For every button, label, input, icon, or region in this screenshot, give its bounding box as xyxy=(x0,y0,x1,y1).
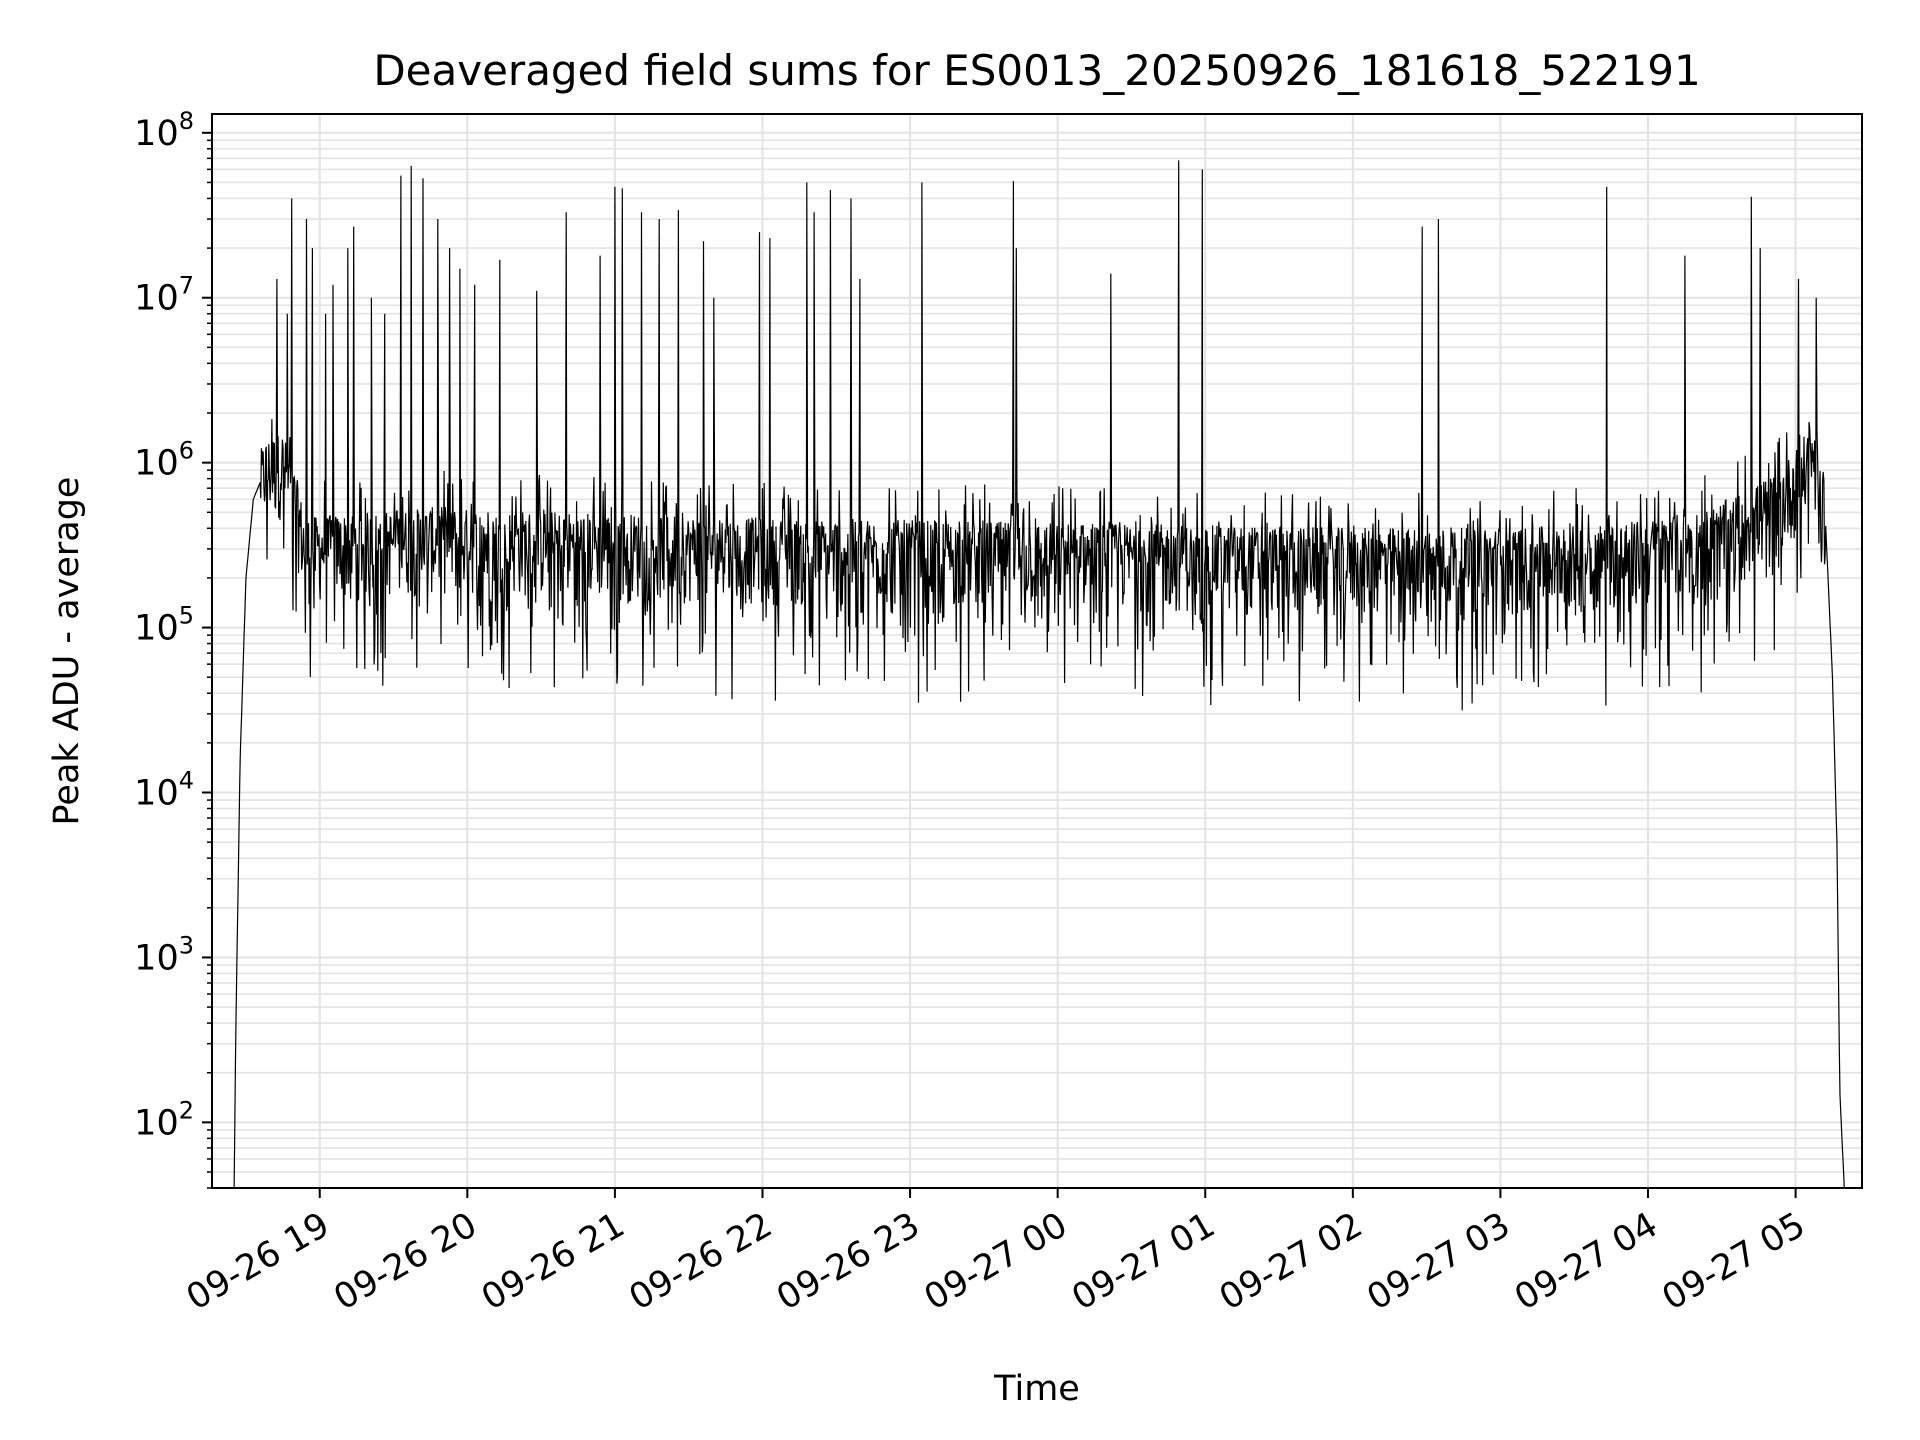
y-tick-label: 104 xyxy=(134,767,194,814)
y-tick-label: 102 xyxy=(134,1096,194,1143)
y-tick-base: 10 xyxy=(134,114,179,154)
y-tick-base: 10 xyxy=(134,279,179,319)
y-tick-exponent: 4 xyxy=(179,767,194,795)
series-line xyxy=(233,160,1845,1189)
x-tick-label: 09-26 21 xyxy=(475,1205,631,1318)
x-tick-label: 09-27 00 xyxy=(918,1205,1074,1318)
y-tick-base: 10 xyxy=(134,1103,179,1143)
y-tick-label: 106 xyxy=(134,437,194,484)
y-tick-base: 10 xyxy=(134,609,179,649)
x-axis-label: Time xyxy=(993,1369,1080,1409)
x-tick-label: 09-27 01 xyxy=(1065,1205,1221,1318)
x-tick-label: 09-27 04 xyxy=(1508,1205,1664,1318)
y-tick-exponent: 8 xyxy=(179,107,194,135)
y-tick-base: 10 xyxy=(134,444,179,484)
x-tick-label: 09-26 22 xyxy=(623,1205,779,1318)
x-tick-label: 09-27 02 xyxy=(1213,1205,1369,1318)
y-axis-label: Peak ADU - average xyxy=(47,477,87,826)
y-tick-exponent: 3 xyxy=(179,931,194,959)
y-tick-label: 107 xyxy=(134,272,194,319)
y-tick-label: 103 xyxy=(134,931,194,978)
y-tick-exponent: 7 xyxy=(179,272,194,300)
y-tick-label: 108 xyxy=(134,107,194,154)
x-tick-label: 09-26 20 xyxy=(328,1205,484,1318)
y-tick-exponent: 5 xyxy=(179,602,194,630)
y-tick-exponent: 6 xyxy=(179,437,194,465)
chart-title: Deaveraged field sums for ES0013_2025092… xyxy=(373,46,1700,95)
x-tick-label: 09-27 03 xyxy=(1361,1205,1517,1318)
y-tick-base: 10 xyxy=(134,938,179,978)
grid xyxy=(212,114,1862,1189)
x-tick-label: 09-26 23 xyxy=(770,1205,926,1318)
plot-frame xyxy=(211,113,1863,1189)
x-tick-label: 09-26 19 xyxy=(180,1205,336,1318)
x-tick-label: 09-27 05 xyxy=(1656,1205,1812,1318)
y-tick-base: 10 xyxy=(134,774,179,814)
y-tick-exponent: 2 xyxy=(179,1096,194,1124)
y-tick-label: 105 xyxy=(134,602,194,649)
